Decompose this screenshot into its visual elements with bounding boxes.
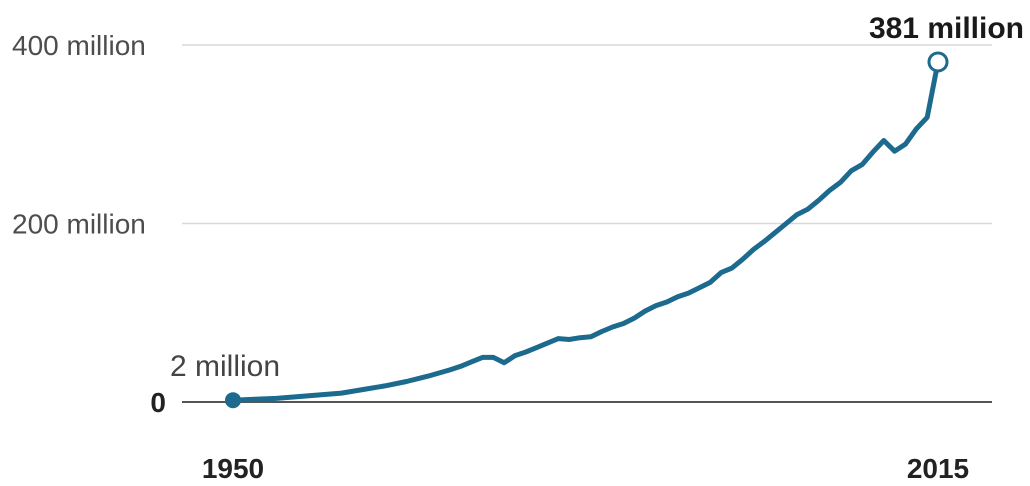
end-value-label: 381 million xyxy=(869,12,1024,45)
y-tick-labels: 0 200 million 400 million xyxy=(12,30,166,418)
end-point-marker xyxy=(927,51,949,73)
start-value-label: 2 million xyxy=(170,350,280,383)
x-tick-label: 2015 xyxy=(907,453,969,484)
gridlines xyxy=(182,44,992,403)
series-line xyxy=(230,59,941,403)
y-tick-label: 200 million xyxy=(12,209,146,240)
x-tick-labels: 1950 2015 xyxy=(202,453,969,484)
x-tick-label: 1950 xyxy=(202,453,264,484)
start-point-marker xyxy=(225,392,241,409)
y-tick-label: 400 million xyxy=(12,30,146,61)
y-tick-label: 0 xyxy=(150,387,166,418)
